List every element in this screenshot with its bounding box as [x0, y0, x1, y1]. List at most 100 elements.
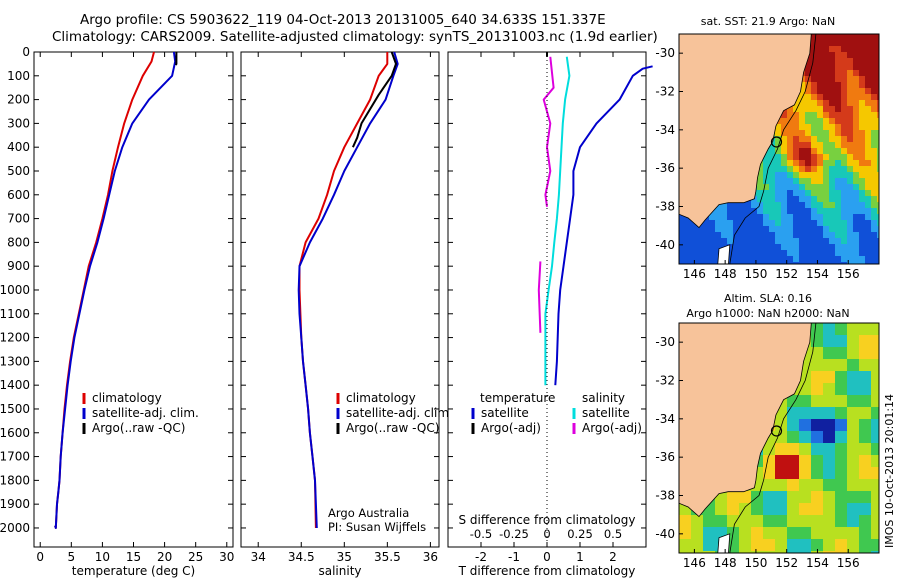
field-cell	[757, 178, 764, 185]
field-cell	[805, 148, 812, 155]
field-cell	[745, 256, 752, 263]
field-cell	[775, 551, 788, 553]
field-cell	[841, 118, 848, 125]
field-cell	[799, 551, 812, 553]
field-cell	[787, 539, 800, 552]
field-cell	[817, 70, 824, 77]
field-cell	[859, 154, 866, 161]
field-cell	[865, 136, 872, 143]
field-cell	[805, 172, 812, 179]
field-cell	[715, 238, 722, 245]
field-cell	[763, 208, 770, 215]
field-cell	[829, 262, 836, 264]
field-cell	[871, 455, 879, 468]
field-cell	[859, 208, 866, 215]
field-cell	[865, 112, 872, 119]
field-cell	[841, 46, 848, 53]
field-cell	[847, 118, 854, 125]
field-cell	[835, 88, 842, 95]
difference-xtick-label: 1	[576, 550, 584, 564]
field-cell	[841, 166, 848, 173]
sst-map-lat-label: -40	[655, 238, 675, 252]
field-cell	[847, 40, 854, 47]
field-cell	[733, 208, 740, 215]
field-cell	[829, 82, 836, 89]
field-cell	[769, 220, 776, 227]
sla-map-isobath	[729, 323, 817, 553]
field-cell	[871, 371, 879, 384]
field-cell	[793, 202, 800, 209]
field-cell	[799, 100, 806, 107]
field-cell	[817, 94, 824, 101]
temperature-series-satellite-adj-clim-	[54, 51, 177, 529]
field-cell	[859, 100, 866, 107]
field-cell	[811, 88, 818, 95]
sla-map-lat-label: -34	[655, 412, 675, 426]
field-cell	[775, 190, 782, 197]
field-cell	[817, 178, 824, 185]
field-cell	[871, 515, 879, 528]
field-cell	[853, 82, 860, 89]
field-cell	[805, 130, 812, 137]
field-cell	[679, 256, 686, 263]
field-cell	[835, 244, 842, 251]
field-cell	[793, 238, 800, 245]
field-cell	[799, 142, 806, 149]
field-cell	[811, 202, 818, 209]
field-cell	[793, 262, 800, 264]
field-cell	[805, 262, 812, 264]
sla-map-island	[717, 533, 731, 553]
field-cell	[721, 220, 728, 227]
field-cell	[811, 82, 818, 89]
field-cell	[841, 196, 848, 203]
field-cell	[853, 52, 860, 59]
field-cell	[865, 100, 872, 107]
field-cell	[823, 70, 830, 77]
field-cell	[805, 208, 812, 215]
field-cell	[835, 431, 848, 444]
field-cell	[679, 262, 686, 264]
field-cell	[751, 551, 764, 553]
difference-xtick-label: -2	[475, 550, 487, 564]
field-cell	[847, 136, 854, 143]
field-cell	[877, 46, 879, 53]
sst-map-lon-label: 156	[837, 267, 860, 281]
field-cell	[871, 431, 879, 444]
field-cell	[841, 82, 848, 89]
field-cell	[811, 256, 818, 263]
field-cell	[859, 371, 872, 384]
field-cell	[793, 154, 800, 161]
field-cell	[745, 244, 752, 251]
field-cell	[865, 232, 872, 239]
field-cell	[823, 166, 830, 173]
field-cell	[817, 190, 824, 197]
field-cell	[721, 238, 728, 245]
field-cell	[811, 250, 818, 257]
field-cell	[835, 383, 848, 396]
field-cell	[847, 551, 860, 553]
field-cell	[853, 250, 860, 257]
field-cell	[799, 503, 812, 516]
field-cell	[865, 220, 872, 227]
field-cell	[763, 214, 770, 221]
field-cell	[823, 407, 836, 420]
field-cell	[877, 124, 879, 131]
field-cell	[817, 142, 824, 149]
temperature-xtick-label: 20	[157, 550, 172, 564]
sst-map-lon-label: 152	[775, 267, 798, 281]
sla-map-land	[679, 323, 812, 518]
field-cell	[823, 142, 830, 149]
field-cell	[757, 202, 764, 209]
field-cell	[841, 136, 848, 143]
field-cell	[841, 100, 848, 107]
field-cell	[793, 256, 800, 263]
field-cell	[769, 190, 776, 197]
field-cell	[805, 82, 812, 89]
field-cell	[823, 503, 836, 516]
field-cell	[871, 208, 878, 215]
field-cell	[835, 70, 842, 77]
figure-title-line2: Climatology: CARS2009. Satellite-adjuste…	[52, 29, 658, 45]
field-cell	[829, 70, 836, 77]
field-cell	[847, 503, 860, 516]
field-cell	[799, 238, 806, 245]
